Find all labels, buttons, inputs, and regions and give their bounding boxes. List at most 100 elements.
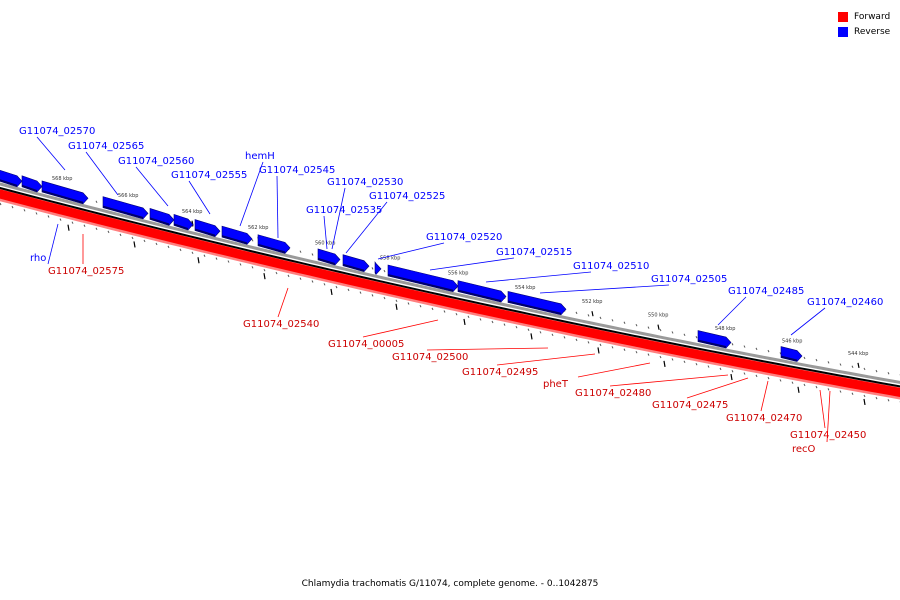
minor-tick <box>803 383 806 387</box>
reverse-gene-label: G11074_02485 <box>728 286 804 297</box>
tick-label: 558 kbp <box>380 255 400 261</box>
reverse-gene-label: G11074_02570 <box>19 126 95 137</box>
major-tick-lower <box>133 241 136 248</box>
minor-tick <box>275 271 278 275</box>
minor-tick <box>371 294 374 297</box>
minor-tick <box>443 310 446 313</box>
forward-gene-label: G11074_02495 <box>462 367 538 378</box>
minor-tick <box>683 360 686 364</box>
minor-tick <box>251 266 254 269</box>
forward-leader-line <box>426 347 549 351</box>
reverse-gene-shade <box>458 289 501 303</box>
minor-tick <box>587 341 590 344</box>
reverse-gene-label: G11074_02555 <box>171 170 247 181</box>
minor-tick <box>503 323 506 326</box>
major-tick <box>657 324 660 330</box>
reverse-leader-line <box>135 166 169 207</box>
reverse-gene-shade <box>174 223 188 231</box>
reverse-gene-shade <box>258 243 285 254</box>
minor-tick <box>611 346 614 349</box>
minor-tick <box>599 316 602 320</box>
minor-tick <box>767 349 770 353</box>
minor-tick <box>0 202 2 206</box>
minor-tick <box>623 321 626 324</box>
minor-tick <box>527 328 530 331</box>
reverse-gene-shade <box>318 257 335 266</box>
minor-tick <box>95 227 98 231</box>
reverse-gene-shade <box>42 189 83 204</box>
reverse-gene-shade <box>508 300 561 315</box>
minor-tick <box>263 268 266 272</box>
minor-tick <box>215 257 218 260</box>
reverse-leader-line <box>377 242 445 260</box>
minor-tick <box>671 331 674 334</box>
tick-label: 560 kbp <box>315 241 335 247</box>
reverse-swatch <box>838 26 848 37</box>
minor-tick <box>575 311 578 315</box>
reverse-gene-shade <box>343 263 364 272</box>
minor-tick <box>311 253 314 256</box>
minor-tick <box>659 328 662 332</box>
minor-tick <box>707 365 710 368</box>
minor-tick <box>599 343 602 347</box>
minor-tick <box>179 248 182 252</box>
major-tick-lower <box>663 360 666 367</box>
minor-tick <box>551 333 554 337</box>
minor-tick <box>419 304 422 308</box>
tick-label: 568 kbp <box>52 176 72 182</box>
minor-tick <box>287 274 290 278</box>
legend-forward-label: Forward <box>854 11 891 22</box>
tick-label: 554 kbp <box>515 285 535 291</box>
reverse-gene-label: G11074_02515 <box>496 247 572 258</box>
minor-tick <box>131 236 134 240</box>
reverse-gene-shade <box>0 179 17 187</box>
tick-label: 548 kbp <box>715 326 735 332</box>
minor-tick <box>671 358 674 361</box>
minor-tick <box>71 221 74 224</box>
minor-tick <box>791 381 794 384</box>
tick-label: 564 kbp <box>182 209 202 215</box>
minor-tick <box>467 315 470 319</box>
minor-tick <box>95 200 98 204</box>
reverse-gene-shade <box>781 355 797 362</box>
reverse-leader-line <box>36 136 66 171</box>
forward-leader-line <box>277 287 289 318</box>
major-tick-lower <box>197 257 200 264</box>
minor-tick <box>227 260 230 263</box>
minor-tick <box>119 233 122 237</box>
forward-leader-line <box>760 380 769 412</box>
forward-gene-label: G11074_00005 <box>328 339 404 350</box>
minor-tick <box>371 267 374 270</box>
reverse-leader-line <box>345 201 388 254</box>
minor-tick <box>635 323 638 327</box>
minor-tick <box>515 325 518 329</box>
reverse-gene-label: G11074_02545 <box>259 165 335 176</box>
minor-tick <box>167 245 170 249</box>
forward-leader-line <box>819 389 826 429</box>
reverse-gene-label: G11074_02525 <box>369 191 445 202</box>
reverse-gene-label: G11074_02530 <box>327 177 403 188</box>
reverse-gene-shade <box>150 217 169 226</box>
reverse-gene-shade <box>103 205 143 219</box>
major-tick-lower <box>463 318 466 326</box>
major-tick-lower <box>263 273 266 280</box>
reverse-leader-line <box>539 284 670 294</box>
minor-tick <box>647 353 650 356</box>
tick-label: 544 kbp <box>848 351 868 357</box>
minor-tick <box>83 224 86 228</box>
legend-reverse-label: Reverse <box>854 26 891 37</box>
minor-tick <box>635 350 638 354</box>
reverse-gene-label: G11074_02510 <box>573 261 649 272</box>
minor-tick <box>839 363 842 366</box>
minor-tick <box>239 263 242 266</box>
minor-tick <box>683 333 686 337</box>
reverse-gene-label: hemH <box>245 151 275 162</box>
forward-leader-line <box>496 353 596 366</box>
reverse-gene-label: G11074_02505 <box>651 274 727 285</box>
minor-tick <box>731 370 734 373</box>
reverse-gene-label: G11074_02560 <box>118 156 194 167</box>
reverse-gene-label: rho <box>30 253 46 264</box>
minor-tick <box>299 250 302 253</box>
minor-tick <box>35 212 38 215</box>
minor-tick <box>839 390 842 393</box>
